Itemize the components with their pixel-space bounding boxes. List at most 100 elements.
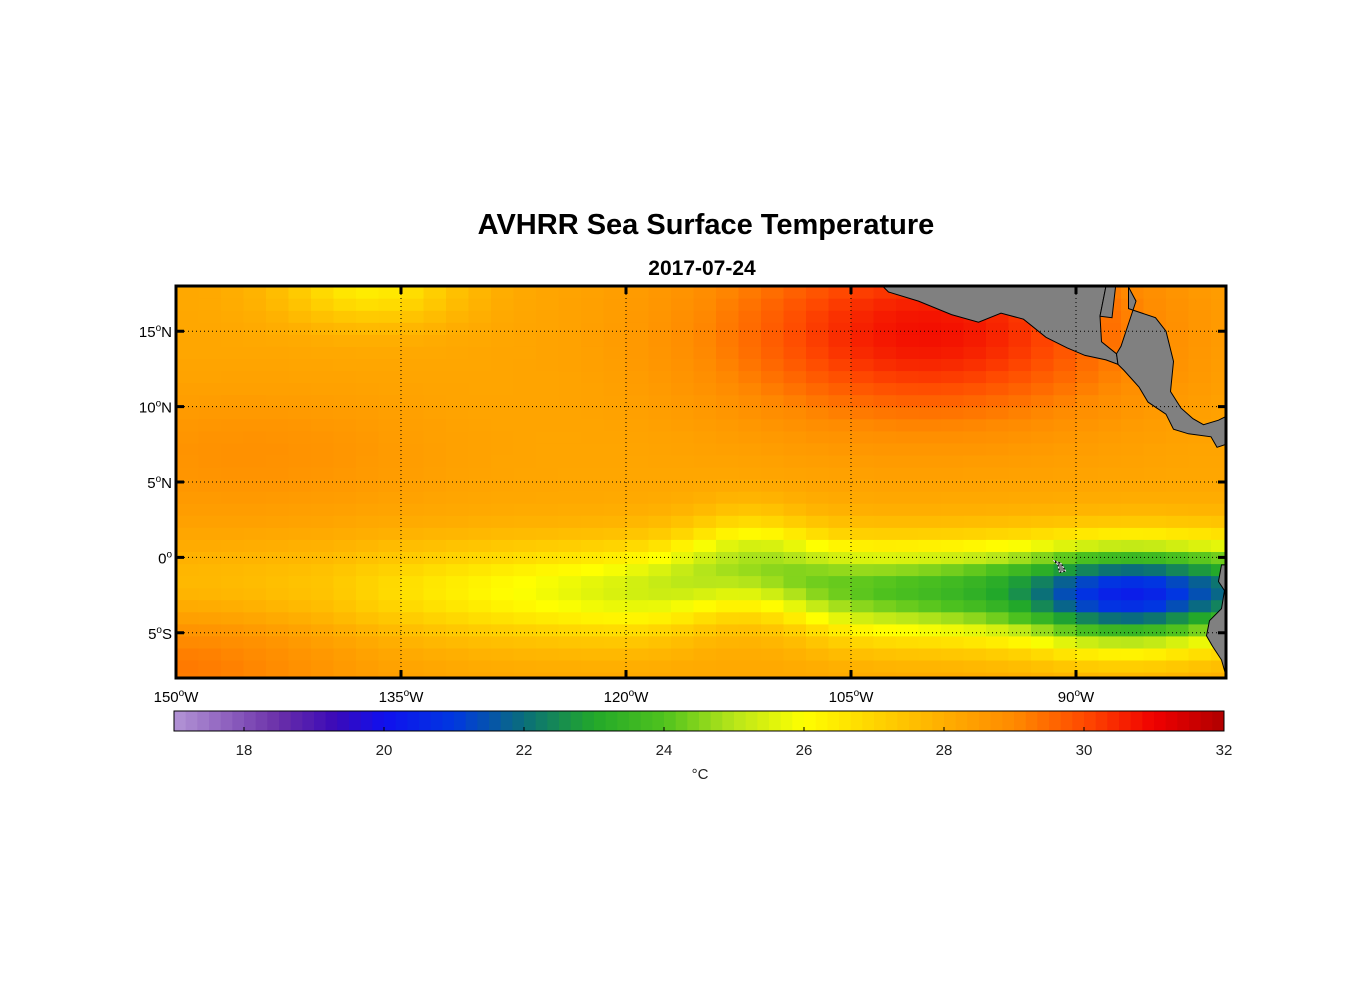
sst-cell xyxy=(558,479,582,492)
sst-cell xyxy=(581,515,605,528)
colorbar-segment xyxy=(804,711,817,731)
sst-cell xyxy=(963,539,987,552)
sst-cell xyxy=(198,322,222,335)
sst-cell xyxy=(311,623,335,637)
sst-cell xyxy=(333,575,357,589)
sst-cell xyxy=(468,346,492,359)
sst-cell xyxy=(491,659,515,673)
colorbar-tick-label: 28 xyxy=(936,742,953,759)
sst-cell xyxy=(311,684,334,697)
sst-cell xyxy=(604,250,627,263)
colorbar-segment xyxy=(1002,711,1015,731)
sst-cell xyxy=(851,563,875,577)
sst-cell xyxy=(333,479,357,492)
sst-cell xyxy=(851,298,875,311)
sst-cell xyxy=(1031,454,1055,468)
sst-cell xyxy=(941,623,965,637)
sst-cell xyxy=(874,696,897,709)
sst-cell xyxy=(311,599,335,613)
sst-cell xyxy=(963,672,987,678)
sst-cell xyxy=(1234,322,1257,335)
sst-cell xyxy=(513,647,537,661)
sst-cell xyxy=(1143,599,1167,613)
sst-cell xyxy=(356,346,380,359)
sst-cell xyxy=(266,394,290,408)
sst-cell xyxy=(1098,575,1122,589)
sst-cell xyxy=(738,310,762,323)
sst-cell xyxy=(423,334,447,347)
sst-cell xyxy=(783,466,807,480)
sst-cell xyxy=(986,623,1010,637)
sst-cell xyxy=(198,587,222,601)
sst-cell xyxy=(783,394,807,408)
sst-cell xyxy=(828,286,852,299)
sst-cell xyxy=(1031,659,1055,673)
sst-cell xyxy=(941,684,964,697)
sst-cell xyxy=(378,382,402,396)
sst-cell xyxy=(1256,479,1279,492)
sst-cell xyxy=(1098,418,1122,432)
sst-cell xyxy=(1143,479,1167,492)
sst-cell xyxy=(1031,647,1055,661)
sst-cell xyxy=(379,262,402,275)
sst-cell xyxy=(356,310,380,323)
sst-cell xyxy=(378,406,402,420)
sst-cell xyxy=(1188,647,1212,661)
colorbar-segment xyxy=(1177,711,1190,731)
sst-cell xyxy=(761,406,785,420)
sst-cell xyxy=(918,406,942,420)
sst-cell xyxy=(671,370,695,384)
sst-cell xyxy=(401,442,425,456)
sst-cell xyxy=(1053,466,1077,480)
sst-cell xyxy=(401,623,425,637)
sst-cell xyxy=(491,539,515,552)
sst-cell xyxy=(266,575,290,589)
sst-cell xyxy=(694,684,717,697)
sst-cell xyxy=(176,358,200,372)
sst-cell xyxy=(468,370,492,384)
sst-cell xyxy=(851,346,875,359)
sst-cell xyxy=(221,286,245,299)
sst-cell xyxy=(1188,358,1212,372)
sst-cell xyxy=(221,394,245,408)
sst-cell xyxy=(581,599,605,613)
sst-cell xyxy=(1031,587,1055,601)
sst-cell xyxy=(333,310,357,323)
lon-tick-label: 150oW xyxy=(154,688,200,706)
sst-cell xyxy=(558,310,582,323)
sst-cell xyxy=(603,430,627,444)
sst-cell xyxy=(401,250,424,263)
sst-cell xyxy=(1008,442,1032,456)
sst-cell xyxy=(1234,346,1257,359)
sst-cell xyxy=(648,370,672,384)
sst-cell xyxy=(716,406,740,420)
sst-cell xyxy=(851,503,875,516)
sst-cell xyxy=(289,684,312,697)
sst-cell xyxy=(1166,635,1190,649)
sst-cell xyxy=(1076,611,1100,625)
graticule xyxy=(176,286,1226,678)
sst-cell xyxy=(1166,262,1189,275)
sst-cell xyxy=(266,310,290,323)
sst-cell xyxy=(333,503,357,516)
sst-cell xyxy=(783,659,807,673)
lon-tick-label: 135oW xyxy=(379,688,425,706)
sst-cell xyxy=(311,430,335,444)
sst-cell xyxy=(1031,611,1055,625)
sst-cell xyxy=(1234,455,1257,468)
sst-cell xyxy=(333,466,357,480)
sst-cell xyxy=(581,611,605,625)
sst-cell xyxy=(446,322,470,335)
colorbar-segment xyxy=(815,711,828,731)
sst-cell xyxy=(806,418,830,432)
sst-cell xyxy=(783,358,807,372)
sst-cell xyxy=(243,563,267,577)
sst-cell xyxy=(941,503,965,516)
sst-cell xyxy=(1008,635,1032,649)
sst-cell xyxy=(626,611,650,625)
colorbar-segment xyxy=(780,711,793,731)
sst-cell xyxy=(176,262,199,275)
sst-cell xyxy=(1076,491,1100,504)
sst-cell xyxy=(1008,479,1032,492)
colorbar-segment xyxy=(209,711,222,731)
